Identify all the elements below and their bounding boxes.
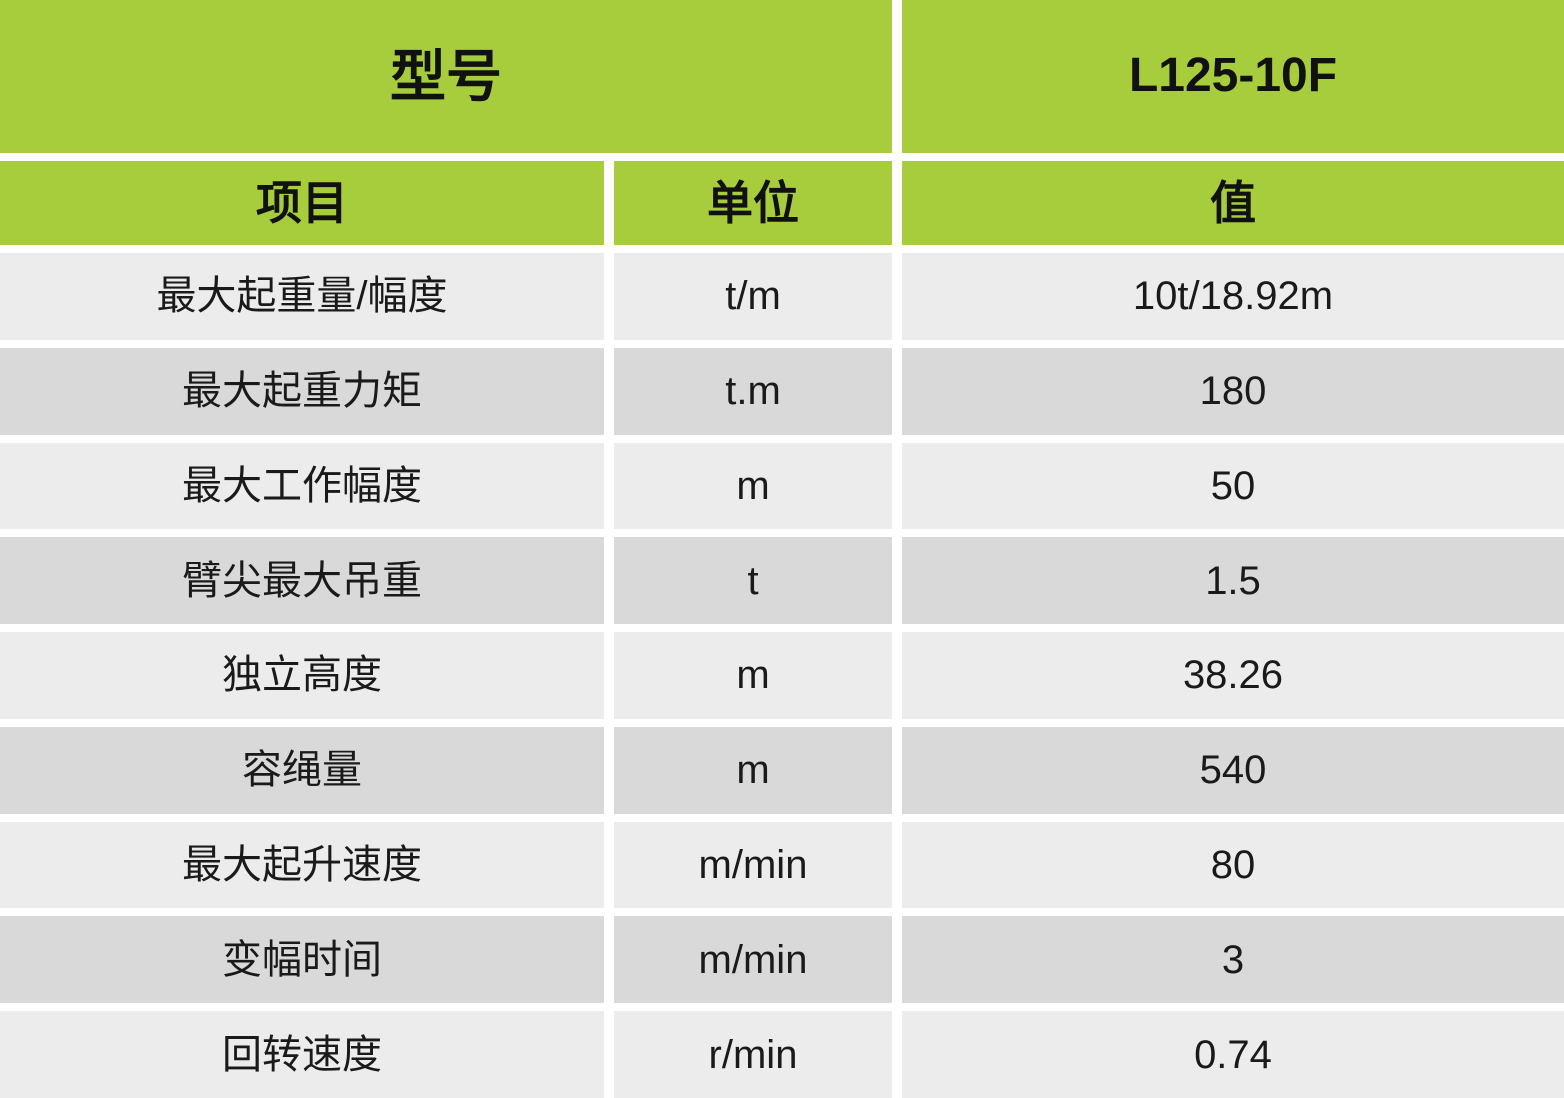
unit-text: m	[736, 463, 770, 508]
model-header-label: 型号	[390, 44, 502, 108]
table-row-9-unit: r/min	[614, 1011, 892, 1098]
model-value-text: L125-10F	[1128, 49, 1338, 103]
unit-text: m	[736, 748, 770, 793]
table-row-6-item: 容绳量	[0, 726, 604, 814]
unit-text: t	[747, 558, 759, 603]
item-text: 最大起升速度	[182, 843, 422, 888]
table-row-4-value: 1.5	[902, 537, 1564, 625]
item-text: 臂尖最大吊重	[182, 558, 422, 603]
column-header-item-label: 项目	[256, 176, 348, 229]
value-text: 3	[1221, 937, 1245, 982]
table-row-5-value: 38.26	[902, 632, 1564, 719]
item-text: 独立高度	[222, 653, 382, 698]
model-header-cell: 型号	[0, 0, 892, 153]
value-text: 1.5	[1205, 558, 1261, 603]
unit-text: m	[736, 653, 770, 698]
value-text: 10t/18.92m	[1132, 274, 1334, 319]
value-text: 0.74	[1194, 1032, 1272, 1077]
table-row-3-value: 50	[902, 442, 1564, 530]
unit-text: t.m	[725, 369, 781, 414]
table-row-7-value: 80	[902, 821, 1564, 909]
table-row-5-item: 独立高度	[0, 632, 604, 719]
table-row-9-value: 0.74	[902, 1011, 1564, 1098]
unit-text: m/min	[698, 843, 808, 888]
column-header-value-label: 值	[1210, 176, 1256, 229]
table-row-7-item: 最大起升速度	[0, 821, 604, 909]
column-header-item: 项目	[0, 161, 604, 245]
table-row-1-unit: t/m	[614, 253, 892, 340]
table-row-8-item: 变幅时间	[0, 916, 604, 1004]
unit-text: m/min	[698, 937, 808, 982]
value-text: 180	[1199, 369, 1267, 414]
column-header-value: 值	[902, 161, 1564, 245]
model-value-cell: L125-10F	[902, 0, 1564, 153]
value-text: 80	[1210, 843, 1256, 888]
table-row-6-value: 540	[902, 726, 1564, 814]
table-row-8-unit: m/min	[614, 916, 892, 1004]
table-row-7-unit: m/min	[614, 821, 892, 909]
item-text: 回转速度	[222, 1032, 382, 1077]
table-row-4-unit: t	[614, 537, 892, 625]
table-row-1-value: 10t/18.92m	[902, 253, 1564, 340]
column-header-unit: 单位	[614, 161, 892, 245]
table-row-4-item: 臂尖最大吊重	[0, 537, 604, 625]
table-row-2-unit: t.m	[614, 347, 892, 435]
value-text: 38.26	[1182, 653, 1284, 698]
item-text: 最大起重量/幅度	[156, 274, 448, 319]
column-header-unit-label: 单位	[707, 176, 799, 229]
item-text: 最大起重力矩	[182, 369, 422, 414]
table-row-5-unit: m	[614, 632, 892, 719]
table-row-2-item: 最大起重力矩	[0, 347, 604, 435]
item-text: 最大工作幅度	[182, 463, 422, 508]
unit-text: r/min	[708, 1032, 798, 1077]
table-row-9-item: 回转速度	[0, 1011, 604, 1098]
table-row-3-unit: m	[614, 442, 892, 530]
table-row-6-unit: m	[614, 726, 892, 814]
table-row-2-value: 180	[902, 347, 1564, 435]
value-text: 540	[1199, 748, 1267, 793]
table-row-1-item: 最大起重量/幅度	[0, 253, 604, 340]
table-row-8-value: 3	[902, 916, 1564, 1004]
value-text: 50	[1210, 463, 1256, 508]
item-text: 变幅时间	[222, 937, 382, 982]
unit-text: t/m	[725, 274, 781, 319]
item-text: 容绳量	[242, 748, 362, 793]
table-row-3-item: 最大工作幅度	[0, 442, 604, 530]
